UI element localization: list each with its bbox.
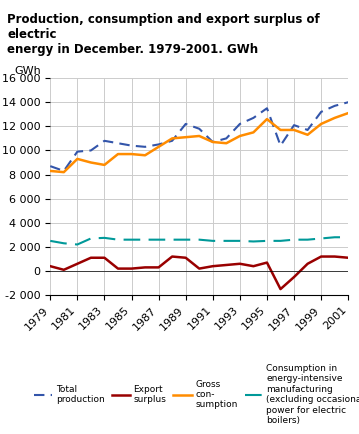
Consumption in
energy-intensive
manufacturing
(excluding occasional
power for electric
boilers) xyxy=(251,239,256,244)
Export
surplus xyxy=(332,254,337,259)
Export
surplus xyxy=(129,266,134,271)
Export
surplus xyxy=(170,254,174,259)
Export
surplus xyxy=(346,255,350,260)
Consumption in
energy-intensive
manufacturing
(excluding occasional
power for electric
boilers) xyxy=(332,235,337,240)
Total
production xyxy=(332,103,337,108)
Consumption in
energy-intensive
manufacturing
(excluding occasional
power for electric
boilers) xyxy=(224,238,228,243)
Gross
con-
sumption xyxy=(265,116,269,122)
Export
surplus xyxy=(102,255,107,260)
Total
production xyxy=(75,149,79,154)
Total
production xyxy=(102,138,107,143)
Consumption in
energy-intensive
manufacturing
(excluding occasional
power for electric
boilers) xyxy=(238,238,242,243)
Export
surplus xyxy=(116,266,120,271)
Total
production xyxy=(170,138,174,143)
Consumption in
energy-intensive
manufacturing
(excluding occasional
power for electric
boilers) xyxy=(75,242,79,247)
Gross
con-
sumption xyxy=(89,160,93,165)
Consumption in
energy-intensive
manufacturing
(excluding occasional
power for electric
boilers) xyxy=(157,237,161,242)
Gross
con-
sumption xyxy=(157,144,161,149)
Consumption in
energy-intensive
manufacturing
(excluding occasional
power for electric
boilers) xyxy=(129,237,134,242)
Line: Export
surplus: Export surplus xyxy=(50,256,348,289)
Total
production xyxy=(346,100,350,105)
Export
surplus xyxy=(238,261,242,266)
Export
surplus xyxy=(183,255,188,260)
Gross
con-
sumption xyxy=(224,141,228,146)
Gross
con-
sumption xyxy=(143,153,147,158)
Consumption in
energy-intensive
manufacturing
(excluding occasional
power for electric
boilers) xyxy=(292,237,296,242)
Export
surplus xyxy=(75,261,79,266)
Legend: Total
production, Export
surplus, Gross
con-
sumption, Consumption in
energy-int: Total production, Export surplus, Gross … xyxy=(31,360,359,429)
Total
production xyxy=(278,143,283,148)
Gross
con-
sumption xyxy=(332,115,337,121)
Gross
con-
sumption xyxy=(238,133,242,138)
Export
surplus xyxy=(211,263,215,269)
Consumption in
energy-intensive
manufacturing
(excluding occasional
power for electric
boilers) xyxy=(265,238,269,243)
Total
production xyxy=(306,127,310,132)
Export
surplus xyxy=(62,267,66,273)
Gross
con-
sumption xyxy=(183,135,188,140)
Total
production xyxy=(89,148,93,153)
Gross
con-
sumption xyxy=(211,139,215,145)
Export
surplus xyxy=(265,260,269,265)
Consumption in
energy-intensive
manufacturing
(excluding occasional
power for electric
boilers) xyxy=(211,238,215,243)
Total
production xyxy=(211,139,215,145)
Gross
con-
sumption xyxy=(278,127,283,132)
Consumption in
energy-intensive
manufacturing
(excluding occasional
power for electric
boilers) xyxy=(278,238,283,243)
Gross
con-
sumption xyxy=(129,151,134,157)
Export
surplus xyxy=(48,263,52,269)
Export
surplus xyxy=(89,255,93,260)
Gross
con-
sumption xyxy=(251,130,256,135)
Export
surplus xyxy=(278,286,283,292)
Consumption in
energy-intensive
manufacturing
(excluding occasional
power for electric
boilers) xyxy=(306,237,310,242)
Gross
con-
sumption xyxy=(170,136,174,141)
Consumption in
energy-intensive
manufacturing
(excluding occasional
power for electric
boilers) xyxy=(197,237,201,242)
Export
surplus xyxy=(251,263,256,269)
Gross
con-
sumption xyxy=(116,151,120,157)
Export
surplus xyxy=(143,265,147,270)
Consumption in
energy-intensive
manufacturing
(excluding occasional
power for electric
boilers) xyxy=(89,236,93,241)
Total
production xyxy=(292,122,296,128)
Total
production xyxy=(129,143,134,148)
Consumption in
energy-intensive
manufacturing
(excluding occasional
power for electric
boilers) xyxy=(183,237,188,242)
Text: GWh: GWh xyxy=(14,66,41,76)
Total
production xyxy=(319,109,323,115)
Export
surplus xyxy=(197,266,201,271)
Line: Gross
con-
sumption: Gross con- sumption xyxy=(50,113,348,172)
Total
production xyxy=(251,115,256,121)
Consumption in
energy-intensive
manufacturing
(excluding occasional
power for electric
boilers) xyxy=(143,237,147,242)
Gross
con-
sumption xyxy=(292,127,296,132)
Consumption in
energy-intensive
manufacturing
(excluding occasional
power for electric
boilers) xyxy=(319,236,323,241)
Gross
con-
sumption xyxy=(62,170,66,175)
Consumption in
energy-intensive
manufacturing
(excluding occasional
power for electric
boilers) xyxy=(346,235,350,240)
Gross
con-
sumption xyxy=(306,132,310,138)
Export
surplus xyxy=(319,254,323,259)
Total
production xyxy=(116,141,120,146)
Total
production xyxy=(224,136,228,141)
Total
production xyxy=(197,126,201,132)
Gross
con-
sumption xyxy=(346,111,350,116)
Gross
con-
sumption xyxy=(197,133,201,138)
Gross
con-
sumption xyxy=(48,168,52,174)
Consumption in
energy-intensive
manufacturing
(excluding occasional
power for electric
boilers) xyxy=(116,237,120,242)
Total
production xyxy=(62,168,66,174)
Text: Production, consumption and export surplus of electric
energy in December. 1979-: Production, consumption and export surpl… xyxy=(7,13,320,56)
Line: Total
production: Total production xyxy=(50,102,348,171)
Consumption in
energy-intensive
manufacturing
(excluding occasional
power for electric
boilers) xyxy=(170,237,174,242)
Consumption in
energy-intensive
manufacturing
(excluding occasional
power for electric
boilers) xyxy=(102,235,107,240)
Line: Consumption in
energy-intensive
manufacturing
(excluding occasional
power for electric
boilers): Consumption in energy-intensive manufact… xyxy=(50,237,348,244)
Gross
con-
sumption xyxy=(75,156,79,161)
Total
production xyxy=(157,142,161,147)
Gross
con-
sumption xyxy=(102,162,107,168)
Export
surplus xyxy=(157,265,161,270)
Total
production xyxy=(48,164,52,169)
Total
production xyxy=(238,122,242,127)
Export
surplus xyxy=(306,261,310,266)
Total
production xyxy=(183,122,188,127)
Export
surplus xyxy=(224,263,228,268)
Gross
con-
sumption xyxy=(319,122,323,127)
Total
production xyxy=(265,105,269,111)
Total
production xyxy=(143,144,147,149)
Consumption in
energy-intensive
manufacturing
(excluding occasional
power for electric
boilers) xyxy=(48,238,52,243)
Export
surplus xyxy=(292,274,296,279)
Consumption in
energy-intensive
manufacturing
(excluding occasional
power for electric
boilers) xyxy=(62,241,66,246)
